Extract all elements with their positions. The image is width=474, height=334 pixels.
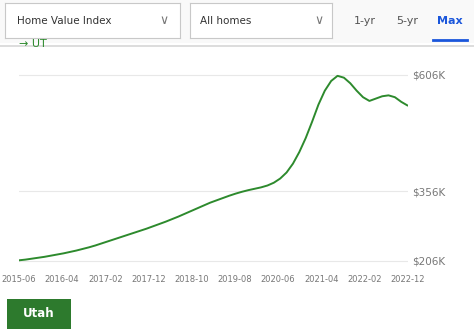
Text: Home Value Index: Home Value Index: [17, 16, 111, 26]
Text: 1-yr: 1-yr: [354, 16, 376, 26]
Text: Max: Max: [438, 16, 463, 26]
Text: 5-yr: 5-yr: [397, 16, 419, 26]
Text: Utah: Utah: [23, 308, 55, 320]
Text: ∨: ∨: [160, 14, 169, 27]
Text: → UT: → UT: [19, 39, 47, 49]
Text: ∨: ∨: [314, 14, 324, 27]
Text: All homes: All homes: [200, 16, 251, 26]
